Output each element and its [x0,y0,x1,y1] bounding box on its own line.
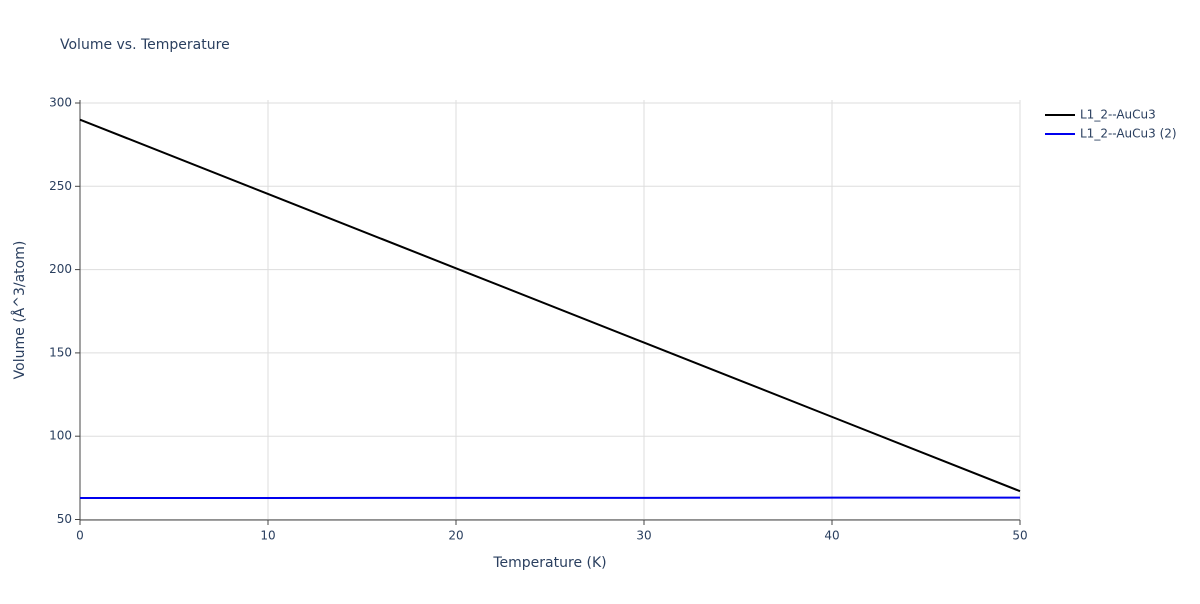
data-line [80,120,1020,492]
y-tick-label: 150 [49,345,72,359]
x-axis-title: Temperature (K) [492,555,606,571]
y-tick-label: 300 [49,95,72,109]
chart-title: Volume vs. Temperature [60,37,230,53]
y-axis-title: Volume (Å^3/atom) [11,241,28,380]
x-tick-label: 40 [824,529,839,543]
legend-label: L1_2--AuCu3 (2) [1080,127,1177,141]
y-tick-label: 200 [49,262,72,276]
x-tick-label: 0 [76,529,84,543]
x-tick-label: 50 [1012,529,1027,543]
x-tick-label: 20 [448,529,463,543]
legend-label: L1_2--AuCu3 [1080,108,1156,122]
y-tick-label: 100 [49,429,72,443]
y-tick-label: 250 [49,179,72,193]
x-tick-label: 30 [636,529,651,543]
y-tick-label: 50 [57,512,72,526]
x-tick-label: 10 [260,529,275,543]
